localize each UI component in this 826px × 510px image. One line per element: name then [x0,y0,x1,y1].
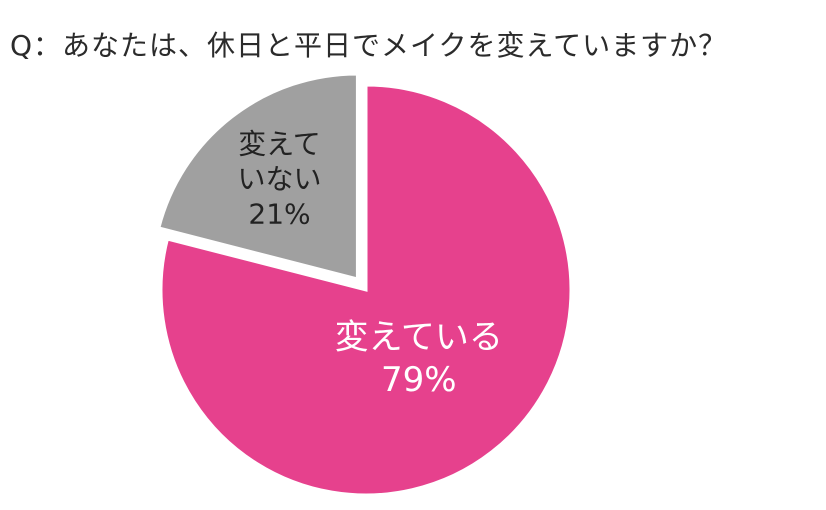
slice-category-label-0-line-0: 変えている [335,318,503,358]
pie-slice-1 [157,72,359,281]
pie-slice-0 [159,83,573,497]
slice-category-label-1-line-1: いない [238,162,322,195]
slice-value-label-0: 79% [381,360,457,400]
chart-title: Q：あなたは、休日と平日でメイクを変えていますか？ [10,29,728,62]
slice-category-label-1-line-0: 変えて [238,127,321,160]
slice-value-label-1: 21% [248,197,310,230]
